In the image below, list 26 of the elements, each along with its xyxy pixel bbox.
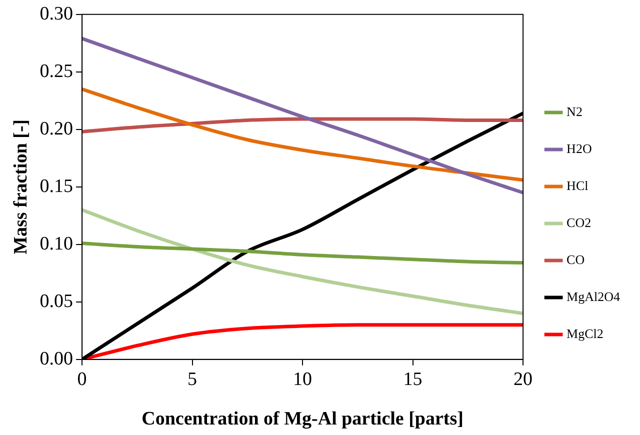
line-series	[82, 242, 524, 265]
y-tick-label: 0.25	[40, 60, 74, 82]
y-tick-label: 0.00	[40, 348, 74, 370]
y-tick-label: 0.30	[40, 3, 74, 24]
y-tick-label: 0.10	[40, 233, 74, 254]
line-series	[82, 36, 524, 194]
legend-label: CO2	[566, 214, 592, 230]
line-series	[82, 87, 524, 182]
legend-label: N2	[566, 104, 582, 119]
y-axis-title: Mass fraction [-]	[10, 119, 32, 254]
line-series	[82, 117, 524, 134]
x-axis-title: Concentration of Mg-Al particle [parts]	[142, 408, 464, 430]
x-tick-label: 20	[514, 368, 533, 390]
line-series	[82, 208, 524, 316]
y-tick-label: 0.15	[40, 176, 74, 197]
legend-label: MgCl2	[566, 326, 604, 341]
y-tick-label: 0.20	[40, 118, 74, 140]
x-tick-label: 5	[188, 368, 198, 390]
legend-label: MgAl2O4	[566, 288, 620, 304]
legend-label: H2O	[566, 140, 592, 156]
y-tick-label: 0.05	[40, 290, 74, 312]
x-tick-label: 10	[293, 368, 312, 390]
legend-label: CO	[566, 252, 585, 267]
x-tick-label: 15	[403, 368, 422, 390]
x-tick-label: 0	[77, 368, 87, 390]
legend-label: HCl	[566, 178, 589, 193]
